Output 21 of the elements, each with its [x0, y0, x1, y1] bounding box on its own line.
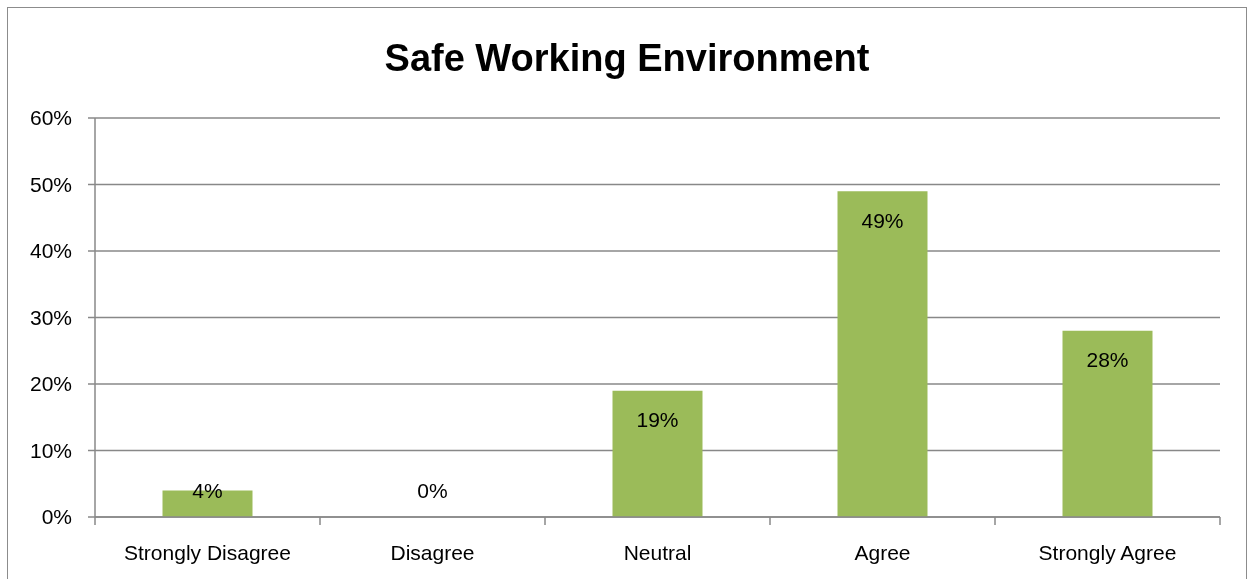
chart-title: Safe Working Environment	[383, 36, 871, 80]
x-tick-label: Disagree	[390, 540, 475, 564]
x-tick-label: Agree	[854, 540, 911, 564]
y-tick-label: 10%	[29, 438, 72, 462]
data-label: 0%	[417, 478, 448, 502]
data-label: 4%	[192, 478, 223, 502]
bar	[837, 191, 928, 517]
data-label: 49%	[861, 208, 904, 232]
x-tick-label: Strongly Disagree	[124, 540, 291, 564]
data-label: 19%	[636, 408, 679, 432]
y-tick-label: 50%	[29, 172, 72, 196]
data-label: 28%	[1086, 348, 1129, 372]
bar	[1062, 330, 1153, 517]
bar	[612, 390, 703, 517]
x-tick-label: Strongly Agree	[1038, 540, 1177, 564]
x-tick-label: Neutral	[623, 540, 692, 564]
y-tick-label: 40%	[29, 239, 72, 263]
y-tick-label: 0%	[41, 505, 72, 529]
y-tick-label: 60%	[29, 106, 72, 130]
y-tick-label: 20%	[29, 372, 72, 396]
y-tick-label: 30%	[29, 305, 72, 329]
